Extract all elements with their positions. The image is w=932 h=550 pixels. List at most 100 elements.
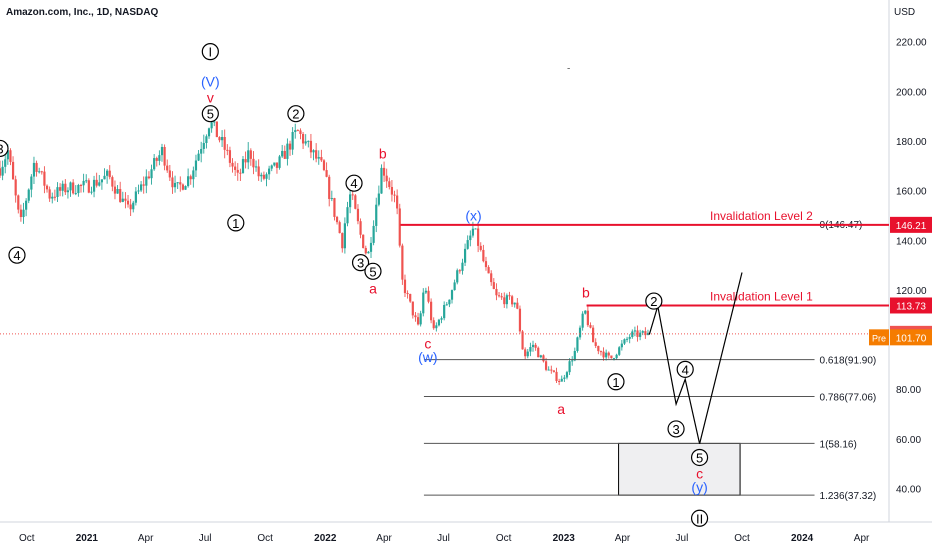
candle-body [354,195,357,209]
candle-body [252,158,255,168]
candle [618,346,621,356]
candle [278,154,281,170]
candle-body [636,330,639,337]
wave-circle [287,105,305,123]
candle-body [124,198,127,201]
candle [301,131,305,150]
target-zone-box [618,442,741,496]
candle-body [95,179,98,186]
candle [121,191,124,203]
currency-label: USD [894,7,916,18]
price-tag-bg [890,297,932,314]
candle [4,152,7,174]
invalidation-price-tag: 146.21 [890,216,932,233]
candle-body [262,174,265,179]
candle-body [576,337,579,351]
candle-body [320,157,323,161]
candle [85,174,88,184]
candle [150,164,153,185]
wave-label-text: 5 [696,450,703,465]
fib-level-label: 1(58.16) [820,439,857,450]
candle [299,128,302,140]
candle [228,146,232,168]
candle [74,185,77,196]
candle-body [550,369,553,371]
candle [273,162,276,167]
candle [265,172,268,187]
candle [364,245,367,255]
candle [466,235,469,250]
candle [325,162,328,178]
candle-body [307,140,310,142]
candle-body [390,186,394,195]
candle [529,342,532,357]
candle [100,179,103,190]
candle [594,338,597,349]
candle [539,354,542,359]
candle-body [103,175,106,180]
pre-market-label: Pre [872,333,886,343]
candle-body [92,179,96,192]
pre-market-price-bg [890,329,932,346]
candle [111,175,114,192]
candle-body [356,208,360,222]
candle-body [113,186,117,194]
candle [453,279,456,291]
candle [362,234,365,249]
candle-body [571,360,574,362]
candle-body [139,184,143,191]
candle-body [555,371,558,382]
candle [445,302,448,306]
wave-label: (x) [465,207,481,223]
wave-label-text: I [209,45,213,60]
candle [610,355,613,359]
candles [0,117,650,386]
candle [584,310,587,315]
candle-body [223,136,226,150]
candle [335,215,339,225]
candle [231,158,234,173]
candle [401,243,404,285]
candle [124,192,127,209]
candle-body [416,317,420,325]
candle [518,305,522,334]
candle-body [620,343,623,348]
fib-level-label: 1.236(37.32) [820,491,877,502]
candle [531,340,535,352]
candle-body [477,228,480,246]
candle [113,180,117,200]
candle [270,164,273,172]
candle [189,174,192,185]
candle [482,244,485,263]
candle-body [482,249,485,262]
candle [555,367,558,384]
candle-body [111,177,114,187]
candle [187,168,190,188]
candle-body [153,158,156,170]
candle-body [155,158,158,161]
projection-path [648,272,743,444]
time-tick-label: Jul [199,533,212,544]
candle [108,165,111,180]
candle-body [58,187,62,191]
candle-body [592,327,595,343]
candle-body [618,347,621,355]
candle [160,143,164,162]
wave-circle [201,43,219,61]
candle [390,180,394,202]
time-tick-label: 2023 [553,533,576,544]
candle-body [77,185,80,194]
candle-body [179,182,182,185]
candle [492,278,495,290]
wave-label-circled: 2 [287,105,305,123]
candle-body [158,155,161,161]
candle-body [270,165,273,169]
price-tag-text: 113.73 [896,301,926,312]
candle-body [560,378,563,382]
candle [304,134,307,146]
invalidation-levels: Invalidation Level 2 Invalidation Level 1 [400,209,889,307]
candle [497,291,501,298]
candle [403,274,407,297]
candle [474,228,477,230]
